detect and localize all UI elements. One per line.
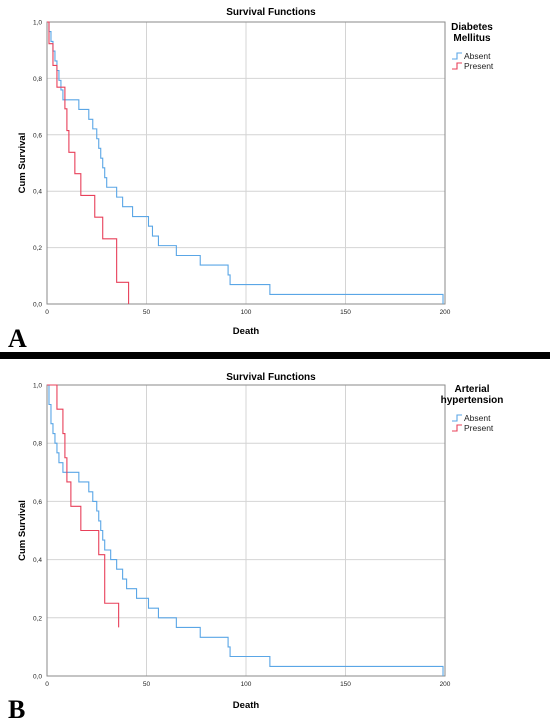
- y-tick-label: 0,8: [33, 441, 42, 448]
- legend-title: Arterial: [454, 384, 489, 395]
- x-tick-label: 50: [143, 681, 151, 688]
- x-tick-label: 200: [440, 309, 451, 316]
- y-axis-title: Cum Survival: [17, 500, 28, 561]
- y-tick-label: 0,0: [33, 302, 42, 309]
- legend-title: Diabetes: [451, 22, 493, 33]
- y-tick-label: 0,2: [33, 615, 42, 622]
- x-tick-label: 200: [440, 681, 451, 688]
- legend-symbol-present: [452, 62, 462, 70]
- legend-entry-absent: Absent: [464, 51, 491, 61]
- x-axis-title: Death: [233, 326, 260, 337]
- panel-a: 0 50 100 150 200 0,0 0,2 0,4 0,6 0,8 1,0 Survival F…: [0, 0, 550, 353]
- x-tick-label: 0: [45, 681, 49, 688]
- y-tick-label: 1,0: [33, 20, 42, 27]
- chart-title: Survival Functions: [226, 7, 316, 18]
- chart-title: Survival Functions: [226, 372, 316, 383]
- legend-entry-absent: Absent: [464, 413, 491, 423]
- y-tick-label: 0,8: [33, 76, 42, 83]
- panel-letter: A: [8, 324, 27, 353]
- y-tick-label: 0,0: [33, 674, 42, 681]
- x-tick-label: 150: [340, 309, 351, 316]
- y-tick-label: 0,4: [33, 557, 42, 564]
- chart-b: 0 50 100 150 200 0,0 0,2 0,4 0,6 0,8 1,0 Survival F…: [8, 372, 504, 723]
- survival-curve-absent: [47, 384, 444, 676]
- plot-frame: [46, 384, 446, 677]
- x-tick-label: 100: [241, 309, 252, 316]
- y-tick-label: 0,4: [33, 189, 42, 196]
- x-axis-title: Death: [233, 700, 260, 711]
- x-tick-label: 100: [241, 681, 252, 688]
- x-tick-label: 150: [340, 681, 351, 688]
- y-tick-label: 1,0: [33, 383, 42, 390]
- x-tick-label: 50: [143, 309, 151, 316]
- panel-b: 0 50 100 150 200 0,0 0,2 0,4 0,6 0,8 1,0 Survival F…: [0, 362, 550, 723]
- legend-symbol-present: [452, 424, 462, 432]
- legend-symbol-absent: [452, 52, 462, 60]
- legend-entry-present: Present: [464, 61, 494, 71]
- legend-title: hypertension: [441, 395, 504, 406]
- survival-curve-present: [47, 384, 120, 628]
- survival-curve-present: [47, 21, 130, 304]
- y-axis-title: Cum Survival: [17, 133, 28, 194]
- legend-entry-present: Present: [464, 423, 494, 433]
- plot-frame: [46, 21, 446, 305]
- panel-letter: B: [8, 695, 25, 723]
- legend-title: Mellitus: [453, 33, 491, 44]
- legend-symbol-absent: [452, 414, 462, 422]
- y-tick-label: 0,2: [33, 245, 42, 252]
- chart-a: 0 50 100 150 200 0,0 0,2 0,4 0,6 0,8 1,0 Survival F…: [8, 7, 494, 353]
- y-tick-label: 0,6: [33, 132, 42, 139]
- x-tick-label: 0: [45, 309, 49, 316]
- y-tick-label: 0,6: [33, 499, 42, 506]
- survival-curve-absent: [47, 21, 444, 304]
- separator-bar: [0, 352, 550, 359]
